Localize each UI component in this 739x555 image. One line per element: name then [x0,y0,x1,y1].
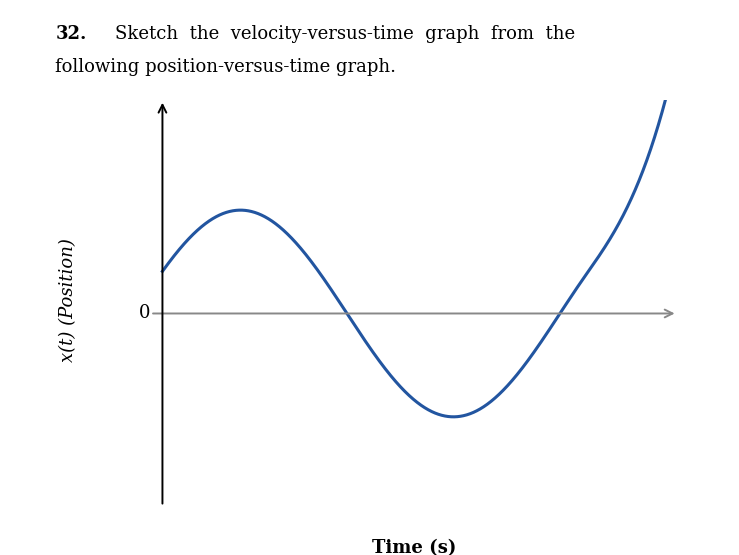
Text: 0: 0 [139,305,150,322]
Text: Time (s): Time (s) [372,539,456,555]
Text: following position-versus-time graph.: following position-versus-time graph. [55,58,396,76]
Text: Sketch  the  velocity-versus-time  graph  from  the: Sketch the velocity-versus-time graph fr… [115,25,575,43]
Text: x(t) (Position): x(t) (Position) [59,238,77,362]
Text: 32.: 32. [55,25,86,43]
